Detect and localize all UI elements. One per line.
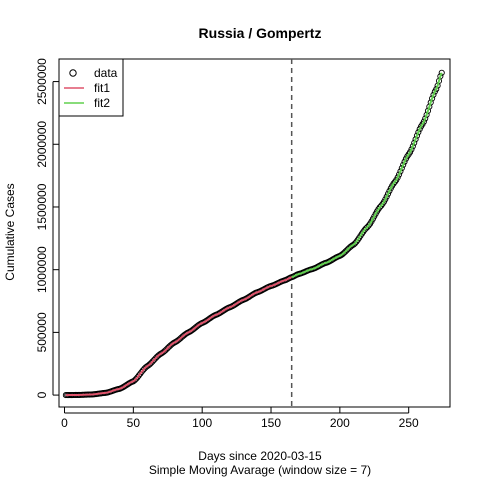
x-tick-label-0: 0 [61, 416, 68, 430]
data-point [396, 171, 403, 178]
data-point [433, 86, 440, 93]
x-axis-sublabel: Simple Moving Avarage (window size = 7) [149, 463, 371, 477]
data-point [400, 161, 407, 168]
legend-label-fit1: fit1 [94, 81, 110, 95]
data-point [438, 69, 445, 76]
y-tick-label-500000: 500000 [35, 312, 49, 352]
legend-label-fit2: fit2 [94, 96, 110, 110]
y-tick-label-2000000: 2000000 [35, 121, 49, 168]
x-tick-label-50: 50 [127, 416, 141, 430]
x-tick-label-200: 200 [330, 416, 350, 430]
legend-symbol-data [69, 69, 77, 77]
x-tick-label-150: 150 [261, 416, 281, 430]
y-tick-label-2500000: 2500000 [35, 58, 49, 105]
y-tick-label-0: 0 [35, 391, 49, 398]
x-axis-label: Days since 2020-03-15 [198, 449, 322, 463]
series-line-fit2 [291, 72, 443, 279]
data-point [383, 193, 390, 200]
series-line-fit1 [65, 276, 292, 397]
plot-area: 0 50 100 150 200 250 0 500000 1000000 1500000 2000… [35, 58, 451, 430]
data-point [408, 146, 415, 153]
plot-frame [58, 58, 451, 408]
data-point [394, 174, 401, 181]
data-point [401, 158, 408, 165]
y-axis-label: Cumulative Cases [3, 183, 17, 280]
y-tick-label-1500000: 1500000 [35, 183, 49, 230]
x-tick-label-250: 250 [399, 416, 419, 430]
chart-title: Russia / Gompertz [199, 25, 322, 41]
data-point [384, 190, 392, 197]
legend-label-data: data [94, 66, 118, 80]
data-point [397, 168, 404, 175]
data-point [420, 118, 427, 125]
y-tick-label-1000000: 1000000 [35, 246, 49, 293]
x-tick-label-100: 100 [192, 416, 212, 430]
